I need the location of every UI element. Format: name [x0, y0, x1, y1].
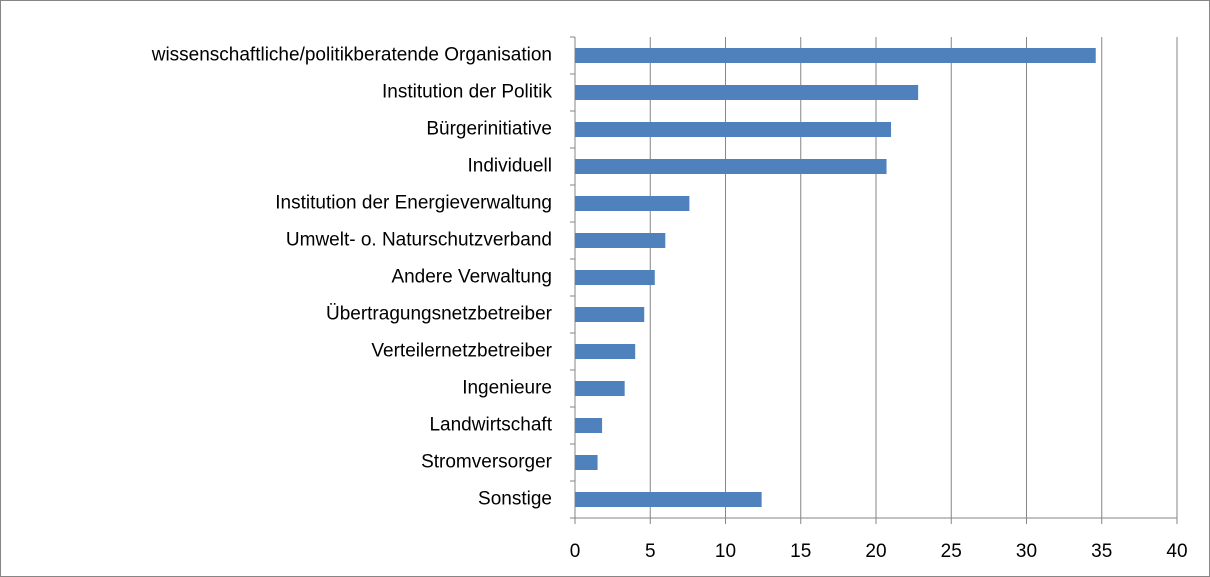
y-tick-label: Ingenieure	[462, 378, 552, 399]
bar	[575, 344, 636, 359]
bar	[575, 307, 645, 322]
y-tick-label: Bürgerinitiative	[426, 119, 552, 140]
bar	[575, 418, 603, 433]
y-tick-label: wissenschaftliche/politikberatende Organ…	[151, 45, 552, 66]
x-tick-label: 15	[790, 541, 811, 562]
y-tick-label: Institution der Politik	[382, 82, 553, 103]
x-tick-label: 40	[1166, 541, 1187, 562]
y-tick-label: Stromversorger	[421, 452, 553, 473]
bar	[575, 492, 762, 507]
y-tick-label: Landwirtschaft	[429, 415, 552, 436]
bar	[575, 381, 625, 396]
y-tick-label: Individuell	[468, 156, 553, 177]
bar	[575, 85, 919, 100]
x-tick-label: 5	[645, 541, 656, 562]
y-tick-label: Sonstige	[478, 489, 552, 510]
y-tick-label: Verteilernetzbetreiber	[371, 341, 552, 362]
x-tick-label: 20	[865, 541, 886, 562]
x-tick-label: 25	[941, 541, 962, 562]
y-tick-label: Andere Verwaltung	[391, 267, 552, 288]
x-tick-label: 0	[570, 541, 581, 562]
bar	[575, 270, 655, 285]
bar	[575, 159, 887, 174]
bar	[575, 48, 1096, 63]
bar	[575, 455, 598, 470]
x-tick-label: 35	[1091, 541, 1112, 562]
y-tick-label: Übertragungsnetzbetreiber	[326, 304, 553, 325]
x-tick-label: 30	[1016, 541, 1037, 562]
x-tick-label: 10	[715, 541, 736, 562]
bar	[575, 196, 690, 211]
bar	[575, 122, 892, 137]
y-tick-label: Umwelt- o. Naturschutzverband	[286, 230, 552, 251]
y-tick-label: Institution der Energieverwaltung	[275, 193, 552, 214]
bar	[575, 233, 666, 248]
